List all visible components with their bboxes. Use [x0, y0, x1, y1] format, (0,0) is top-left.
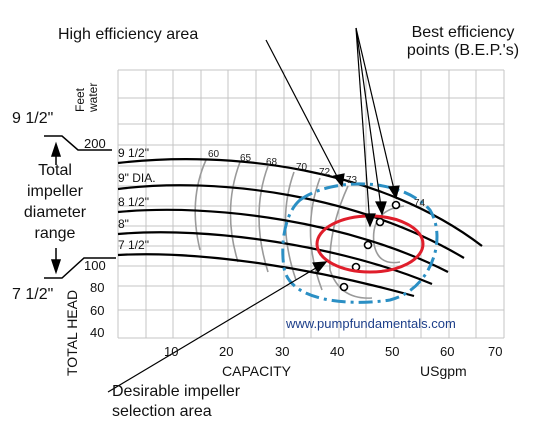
- impeller-label-7-1-2: 7 1/2": [118, 238, 149, 252]
- y-tick-200: 200: [84, 136, 106, 151]
- y-tick-100: 100: [84, 258, 106, 273]
- iso-efficiency-68: [258, 165, 269, 273]
- impeller-curve-7-1-2: [117, 253, 415, 298]
- high-efficiency-label: High efficiency area: [58, 26, 199, 43]
- efficiency-label-68: 68: [266, 157, 278, 168]
- x-tick-30: 30: [275, 344, 290, 359]
- y-tick-80: 80: [90, 280, 105, 295]
- iso-efficiency-72: [309, 177, 323, 291]
- total-range-line4: range: [34, 225, 76, 242]
- x-axis-unit: USgpm: [420, 363, 467, 379]
- total-range-line3: diameter: [23, 204, 87, 221]
- y-tick-40: 40: [90, 325, 105, 340]
- y-unit-label: Feet water: [73, 82, 100, 112]
- efficiency-label-72: 72: [319, 167, 331, 178]
- impeller-label-9: 9" DIA.: [118, 171, 156, 185]
- efficiency-label-70: 70: [296, 162, 308, 173]
- range-bracket: [44, 135, 116, 279]
- x-tick-50: 50: [385, 344, 400, 359]
- desirable-line1: Desirable impeller: [112, 383, 241, 400]
- total-range-line2: impeller: [26, 183, 83, 200]
- desirable-selection-label: Desirable impeller selection area: [112, 382, 240, 422]
- impeller-curve-8: [117, 231, 433, 286]
- iso-efficiency-73: [329, 185, 373, 299]
- total-range-line1: Total: [38, 162, 72, 179]
- total-range-label: Total impeller diameter range: [0, 160, 110, 244]
- impeller-curve-8-1-2: [117, 208, 449, 273]
- bep-pointer-left: [355, 27, 371, 227]
- bep-marker-9-1-2: [391, 200, 401, 210]
- bep-marker-8-1-2: [363, 240, 373, 250]
- iso-efficiency-74: [372, 205, 405, 264]
- efficiency-label-60: 60: [208, 149, 220, 160]
- x-tick-40: 40: [330, 344, 345, 359]
- desirable-pointer: [107, 261, 327, 393]
- efficiency-label-73: 73: [346, 175, 358, 186]
- best-efficiency-line2: points (B.E.P.'s): [406, 42, 520, 59]
- efficiency-label-65: 65: [240, 153, 252, 164]
- bep-pointer-middle: [355, 27, 383, 215]
- y-tick-60: 60: [90, 303, 105, 318]
- impeller-label-9-1-2: 9 1/2": [118, 146, 149, 160]
- impeller-curve-9-1-2: [117, 158, 483, 247]
- range-top-label: 9 1/2": [12, 110, 54, 127]
- iso-efficiency-60: [194, 159, 207, 251]
- high-efficiency-pointer: [265, 39, 343, 187]
- impeller-label-8: 8": [118, 217, 129, 231]
- bep-pointer-right: [355, 27, 397, 199]
- watermark-link[interactable]: www.pumpfundamentals.com: [286, 316, 456, 331]
- y-axis-title: TOTAL HEAD: [64, 289, 80, 376]
- range-bottom-label: 7 1/2": [12, 286, 54, 303]
- grid: [117, 69, 505, 339]
- iso-efficiency-65: [229, 161, 241, 263]
- x-tick-10: 10: [164, 344, 179, 359]
- bep-markers: [339, 200, 401, 292]
- x-axis-title: CAPACITY: [222, 363, 291, 379]
- efficiency-label-74: 74: [414, 198, 426, 209]
- annotation-pointers: [107, 27, 400, 393]
- y-unit-line2: water: [86, 82, 100, 112]
- x-tick-20: 20: [219, 344, 234, 359]
- best-efficiency-label: Best efficiency points (B.E.P.'s): [388, 24, 538, 60]
- x-tick-70: 70: [488, 344, 503, 359]
- desirable-line2: selection area: [112, 403, 212, 420]
- impeller-label-8-1-2: 8 1/2": [118, 195, 149, 209]
- bep-marker-9: [375, 217, 385, 227]
- bep-marker-7-1-2: [339, 282, 349, 292]
- high-efficiency-outline: [281, 182, 439, 304]
- x-tick-60: 60: [440, 344, 455, 359]
- best-efficiency-line1: Best efficiency: [411, 24, 515, 41]
